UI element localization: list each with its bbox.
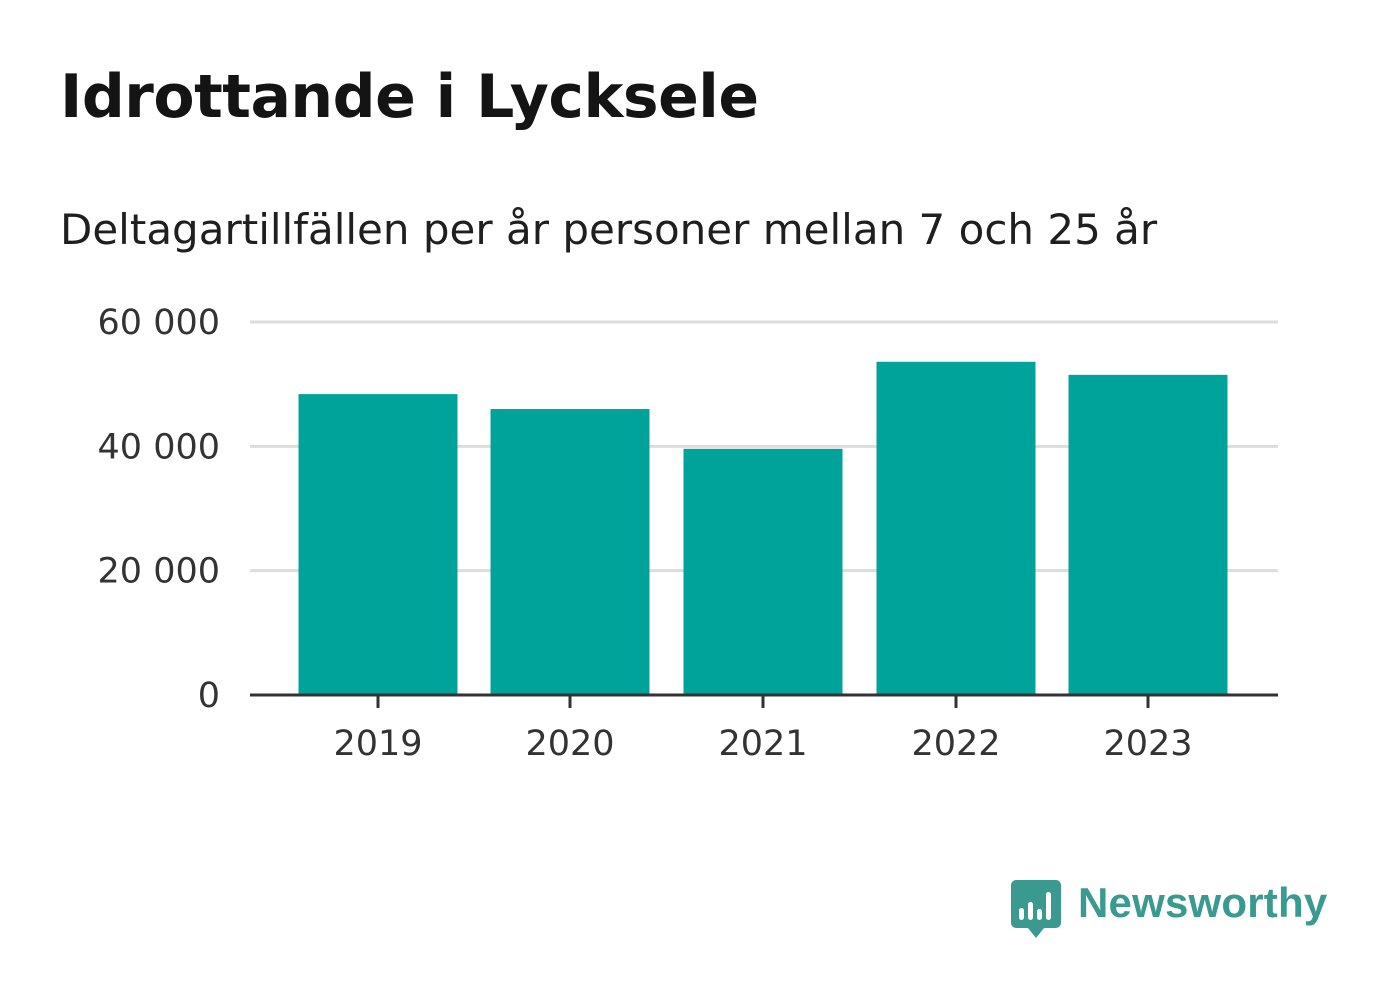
y-tick-label: 20 000: [98, 552, 220, 592]
x-tick-label: 2019: [333, 724, 422, 764]
axes: 0 20 000 40 000 60 000 2019 2020 2021 2022 2023: [98, 303, 1278, 764]
chart-title: Idrottande i Lycksele: [60, 62, 759, 132]
x-tick-label: 2023: [1103, 724, 1192, 764]
y-tick-label: 0: [198, 676, 220, 716]
bar-2021: [683, 448, 843, 695]
bar-2020: [490, 409, 650, 695]
bar-2019: [298, 394, 458, 695]
chart-subtitle: Deltagartillfällen per år personer mella…: [60, 205, 1158, 254]
brand: Newsworthy: [1010, 878, 1327, 940]
x-tick-label: 2020: [525, 724, 614, 764]
bar-2023: [1068, 374, 1228, 695]
bars: [298, 361, 1228, 695]
x-tick-label: 2022: [911, 724, 1000, 764]
y-tick-label: 40 000: [98, 427, 220, 467]
bar-2022: [876, 361, 1036, 695]
newsworthy-logo-icon: [1011, 880, 1061, 938]
y-tick-label: 60 000: [98, 303, 220, 343]
brand-name: Newsworthy: [1078, 879, 1328, 926]
x-tick-label: 2021: [718, 724, 807, 764]
